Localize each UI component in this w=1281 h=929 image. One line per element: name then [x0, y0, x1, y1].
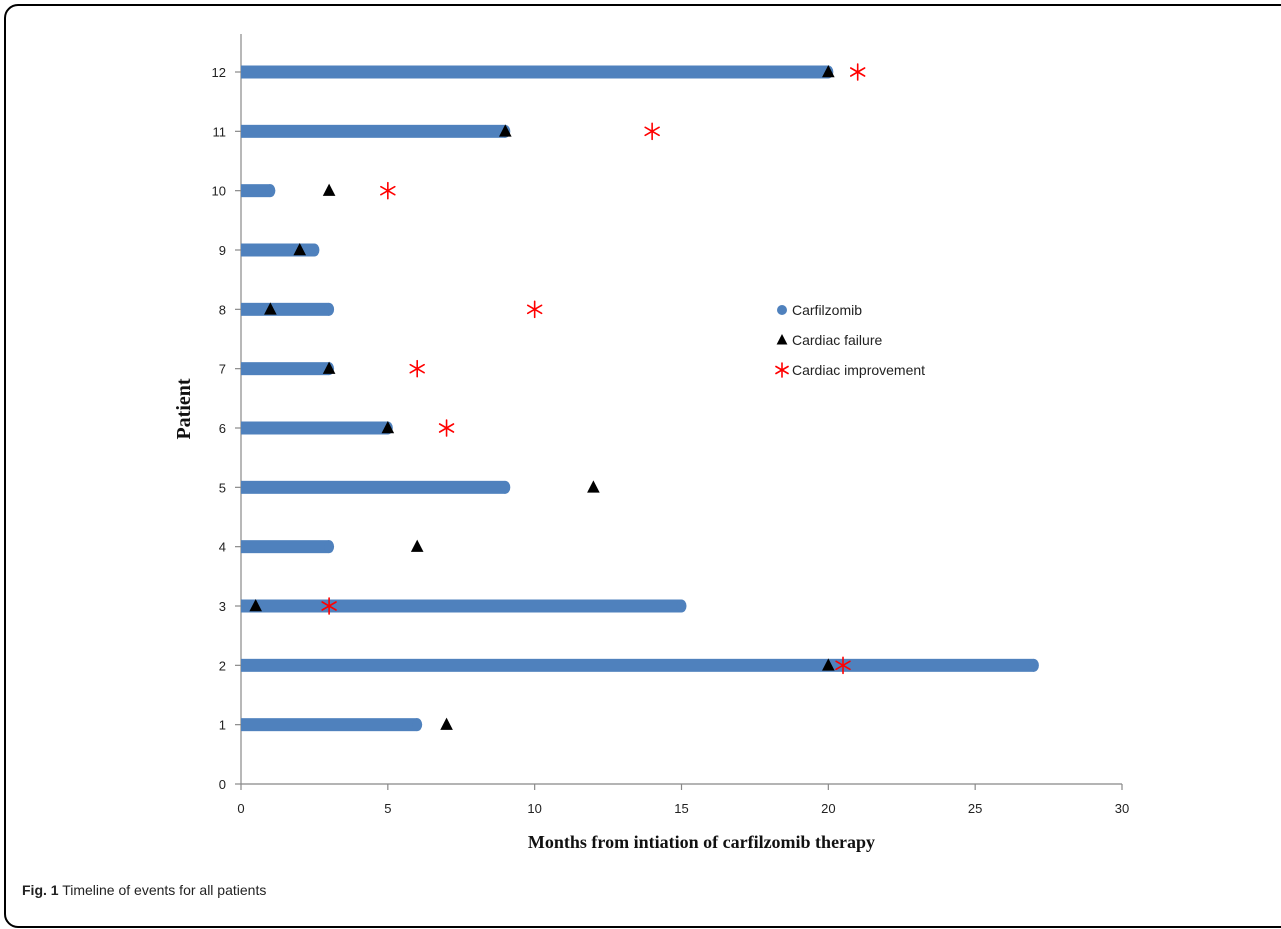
carfilzomib-bar-end: [500, 480, 511, 494]
carfilzomib-bar-end: [309, 243, 320, 257]
x-tick-label: 30: [1115, 801, 1129, 816]
y-tick-label: 5: [219, 480, 226, 495]
carfilzomib-bar: [241, 540, 330, 554]
y-tick-label: 0: [219, 777, 226, 792]
carfilzomib-bar: [241, 718, 418, 732]
legend-label: Cardiac failure: [792, 332, 882, 348]
x-tick-label: 15: [674, 801, 688, 816]
cardiac-failure-markers: [249, 65, 835, 730]
x-tick-label: 10: [527, 801, 541, 816]
carfilzomib-bar: [241, 65, 829, 79]
carfilzomib-bar: [241, 599, 682, 613]
carfilzomib-bar-end: [324, 540, 335, 554]
figure-frame: [4, 4, 1281, 928]
cardiac-failure-marker: [249, 599, 262, 612]
cardiac-improvement-markers: [321, 63, 866, 675]
x-tick-label: 25: [968, 801, 982, 816]
carfilzomib-bar: [241, 421, 388, 435]
carfilzomib-bar: [241, 124, 506, 138]
carfilzomib-bar: [241, 362, 330, 376]
cardiac-failure-marker: [381, 421, 395, 434]
carfilzomib-bars: [241, 65, 1039, 732]
y-tick-label: 7: [219, 362, 226, 377]
carfilzomib-bar: [241, 480, 506, 494]
carfilzomib-bar: [241, 184, 271, 198]
cardiac-failure-marker: [587, 480, 600, 493]
cardiac-improvement-marker: [526, 300, 543, 319]
x-tick-label: 0: [237, 801, 244, 816]
carfilzomib-bar-end: [265, 184, 276, 198]
cardiac-failure-marker: [499, 124, 512, 137]
x-tick-label: 20: [821, 801, 835, 816]
cardiac-failure-marker: [822, 65, 835, 78]
y-tick-label: 2: [219, 658, 226, 673]
cardiac-failure-marker: [822, 658, 835, 671]
y-axis-title: Patient: [173, 378, 195, 439]
y-tick-label: 8: [219, 302, 226, 317]
cardiac-failure-marker: [293, 243, 307, 256]
cardiac-failure-marker: [322, 183, 336, 196]
cardiac-improvement-marker: [835, 656, 851, 675]
legend-carfilzomib-swatch: [777, 305, 787, 315]
cardiac-improvement-marker: [849, 63, 866, 81]
legend-cardiac-improvement-swatch: [775, 362, 789, 378]
carfilzomib-bar-end: [676, 599, 687, 613]
y-tick-label: 4: [219, 540, 226, 555]
caption-label: Fig. 1: [22, 882, 59, 898]
caption-text: Timeline of events for all patients: [62, 882, 267, 898]
x-tick-label: 5: [384, 801, 391, 816]
y-tick-label: 6: [219, 421, 226, 436]
legend-cardiac-failure-swatch: [776, 334, 788, 345]
legend-label: Cardiac improvement: [792, 362, 925, 378]
legend-label: Carfilzomib: [792, 302, 862, 318]
y-tick-label: 12: [212, 65, 226, 80]
cardiac-failure-marker: [264, 302, 277, 315]
y-tick-label: 11: [213, 124, 227, 139]
cardiac-failure-marker: [410, 539, 424, 552]
carfilzomib-bar-end: [1028, 658, 1039, 672]
y-tick-label: 3: [219, 599, 226, 614]
carfilzomib-bar-end: [324, 302, 335, 316]
carfilzomib-bar-end: [412, 718, 423, 732]
cardiac-improvement-marker: [380, 181, 396, 200]
carfilzomib-bar: [241, 302, 330, 316]
figure-caption: Fig. 1 Timeline of events for all patien…: [22, 882, 266, 898]
x-axis-title: Months from intiation of carfilzomib the…: [528, 832, 875, 852]
cardiac-improvement-marker: [438, 419, 455, 437]
cardiac-improvement-marker: [644, 122, 660, 141]
cardiac-improvement-marker: [409, 359, 425, 378]
chart-legend: Carfilzomib Cardiac failure Cardiac improv…: [775, 302, 925, 378]
cardiac-improvement-marker: [321, 597, 337, 615]
cardiac-failure-marker: [322, 361, 336, 374]
y-tick-label: 10: [212, 184, 226, 199]
cardiac-failure-marker: [440, 717, 453, 730]
y-tick-label: 1: [219, 718, 226, 733]
carfilzomib-bar: [241, 658, 1034, 672]
y-tick-label: 9: [219, 243, 226, 258]
